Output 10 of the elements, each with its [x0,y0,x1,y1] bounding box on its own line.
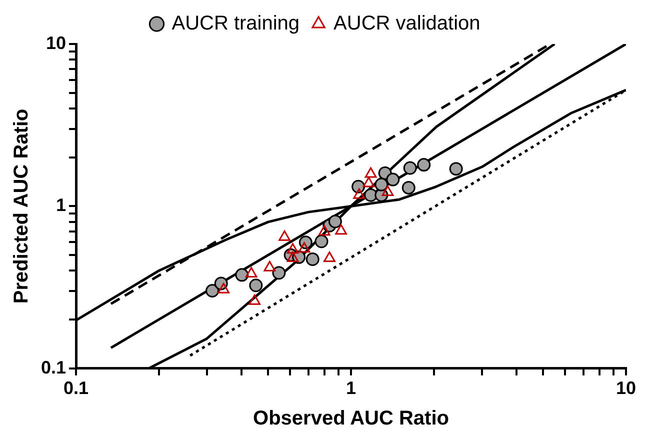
x-tick-label: 10 [616,378,636,398]
y-axis-title: Predicted AUC Ratio [10,108,33,304]
x-tick-label: 1 [346,378,356,398]
legend-label: AUCR validation [334,12,480,35]
y-tick-label: 1 [56,195,66,216]
legend-label: AUCR training [172,12,300,35]
x-axis-title: Observed AUC Ratio [253,408,449,430]
y-tick-label: 0.1 [40,357,66,378]
x-tick-label: 0.1 [64,378,89,398]
y-tick-label: 10 [46,32,66,53]
